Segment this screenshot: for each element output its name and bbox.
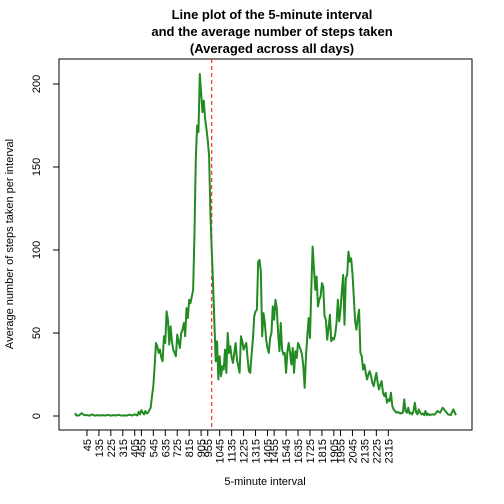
y-tick-label: 0 xyxy=(31,413,43,419)
y-axis: 0 50 100 150 200 xyxy=(31,75,60,419)
x-tick-label: 1315 xyxy=(251,439,263,463)
x-tick-label: 405 xyxy=(130,439,142,457)
x-tick-label: 1955 xyxy=(336,439,348,463)
title-line-1: Line plot of the 5-minute interval xyxy=(172,7,373,22)
y-tick-label: 150 xyxy=(31,158,43,176)
plot-frame xyxy=(58,58,473,431)
x-tick-label: 955 xyxy=(203,439,215,457)
x-tick-label: 635 xyxy=(160,439,172,457)
x-tick-label: 1135 xyxy=(227,439,239,463)
y-tick-label: 50 xyxy=(31,327,43,339)
series-group xyxy=(74,73,457,417)
x-tick-label: 815 xyxy=(184,439,196,457)
x-tick-label: 135 xyxy=(94,439,106,457)
x-tick-label: 1725 xyxy=(305,439,317,463)
x-tick-label: 1405 xyxy=(262,439,274,463)
x-tick-label: 1225 xyxy=(239,439,251,463)
x-tick-label: 545 xyxy=(148,439,160,457)
x-tick-label: 2315 xyxy=(383,439,395,463)
x-tick-label: 1045 xyxy=(215,439,227,463)
y-tick-label: 200 xyxy=(31,75,43,93)
title-line-3: (Averaged across all days) xyxy=(190,41,354,56)
x-tick-label: 455 xyxy=(136,439,148,457)
x-tick-label: 1455 xyxy=(269,439,281,463)
x-tick-label: 2135 xyxy=(359,439,371,463)
x-tick-label: 725 xyxy=(172,439,184,457)
x-tick-label: 45 xyxy=(82,439,94,451)
x-tick-label: 2225 xyxy=(371,439,383,463)
x-tick-label: 1905 xyxy=(329,439,341,463)
series-line xyxy=(74,73,457,417)
x-tick-label: 1635 xyxy=(293,439,305,463)
x-tick-label: 905 xyxy=(196,439,208,457)
x-tick-label: 1545 xyxy=(281,439,293,463)
x-tick-label: 1815 xyxy=(317,439,329,463)
x-tick-label: 225 xyxy=(106,439,118,457)
x-tick-label: 315 xyxy=(118,439,130,457)
x-tick-label: 2045 xyxy=(347,439,359,463)
y-axis-label: Average number of steps taken per interv… xyxy=(4,139,16,349)
x-axis-label: 5-minute interval xyxy=(224,476,305,488)
title-line-2: and the average number of steps taken xyxy=(151,24,392,39)
y-tick-label: 100 xyxy=(31,241,43,259)
